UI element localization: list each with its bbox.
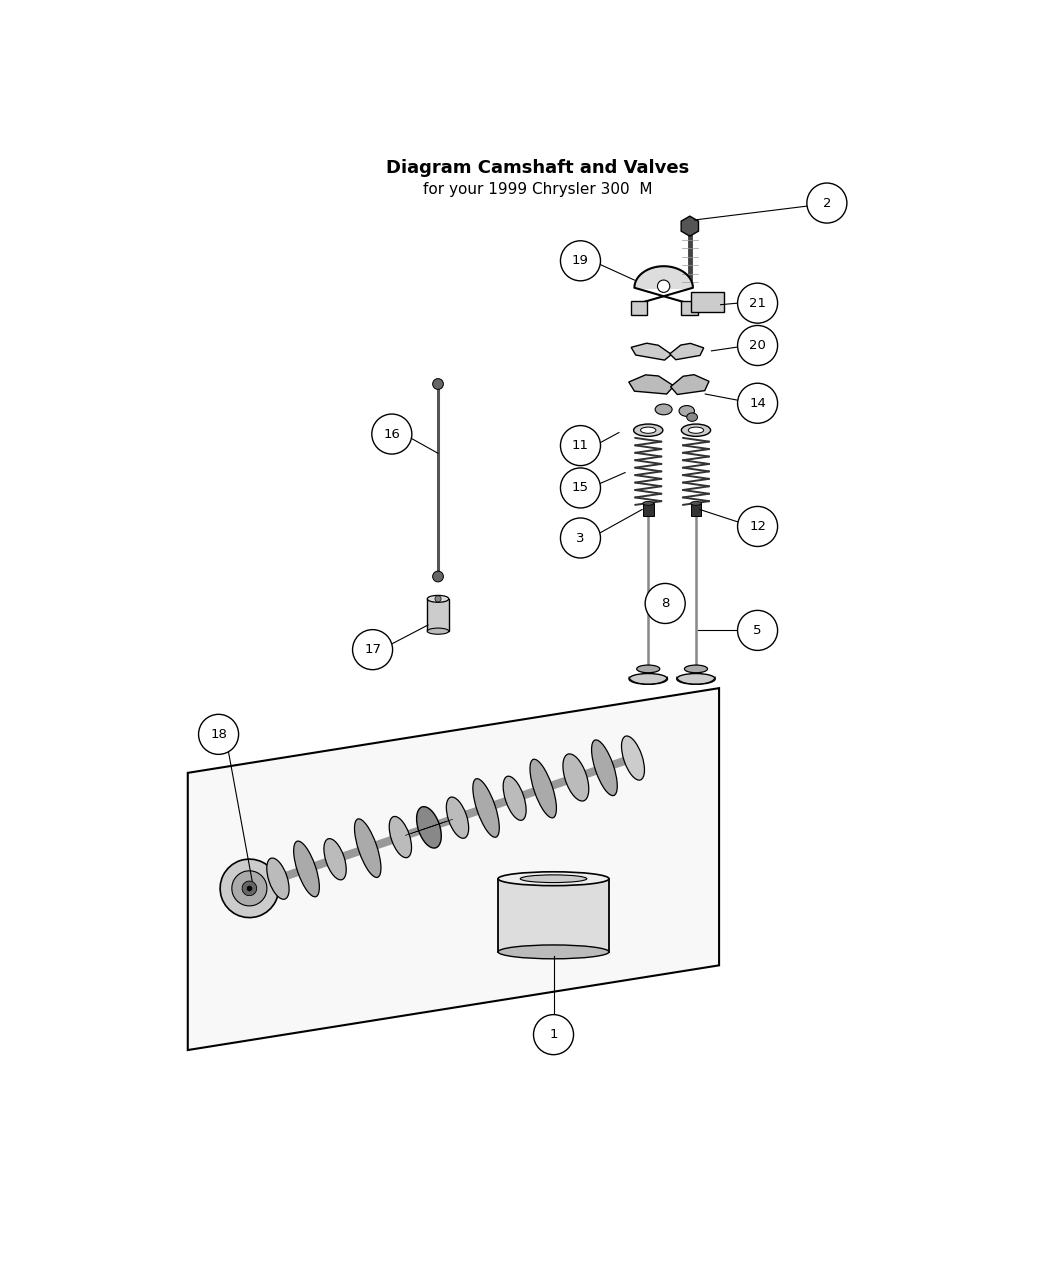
Circle shape xyxy=(645,584,686,623)
Ellipse shape xyxy=(267,858,289,899)
Text: 17: 17 xyxy=(364,643,381,657)
Text: 1: 1 xyxy=(549,1028,558,1042)
Ellipse shape xyxy=(427,629,448,634)
Ellipse shape xyxy=(691,501,701,505)
Circle shape xyxy=(737,384,778,423)
Circle shape xyxy=(533,1015,573,1054)
Circle shape xyxy=(737,325,778,366)
Ellipse shape xyxy=(498,945,609,959)
Text: 3: 3 xyxy=(576,532,585,544)
Polygon shape xyxy=(629,375,674,394)
Ellipse shape xyxy=(417,807,441,848)
Ellipse shape xyxy=(446,797,468,838)
FancyBboxPatch shape xyxy=(427,599,448,631)
FancyBboxPatch shape xyxy=(681,301,698,315)
Text: 16: 16 xyxy=(383,427,400,441)
Ellipse shape xyxy=(563,754,589,801)
FancyBboxPatch shape xyxy=(498,878,609,952)
Polygon shape xyxy=(631,343,672,360)
Ellipse shape xyxy=(243,881,256,895)
Circle shape xyxy=(657,280,670,292)
Ellipse shape xyxy=(220,859,278,918)
Text: 2: 2 xyxy=(822,196,832,209)
Ellipse shape xyxy=(685,666,708,673)
Polygon shape xyxy=(188,688,719,1051)
Ellipse shape xyxy=(633,425,663,436)
Circle shape xyxy=(433,571,443,581)
Ellipse shape xyxy=(591,740,617,796)
Text: 14: 14 xyxy=(749,397,766,409)
Circle shape xyxy=(737,506,778,547)
Ellipse shape xyxy=(323,839,346,880)
Ellipse shape xyxy=(629,673,668,685)
Ellipse shape xyxy=(681,425,711,436)
Ellipse shape xyxy=(472,779,500,838)
Text: 19: 19 xyxy=(572,254,589,268)
Circle shape xyxy=(433,379,443,389)
FancyBboxPatch shape xyxy=(691,504,701,515)
Ellipse shape xyxy=(679,405,694,417)
Text: 18: 18 xyxy=(210,728,227,741)
Text: 21: 21 xyxy=(749,297,766,310)
Circle shape xyxy=(561,426,601,465)
Ellipse shape xyxy=(232,871,267,907)
Circle shape xyxy=(561,518,601,558)
Ellipse shape xyxy=(689,427,704,434)
Circle shape xyxy=(372,414,412,454)
Text: 15: 15 xyxy=(572,482,589,495)
Ellipse shape xyxy=(390,816,412,858)
Circle shape xyxy=(435,595,441,602)
Ellipse shape xyxy=(640,427,656,434)
Ellipse shape xyxy=(643,501,653,505)
Polygon shape xyxy=(670,343,704,360)
Ellipse shape xyxy=(498,872,609,886)
Ellipse shape xyxy=(677,673,715,685)
Ellipse shape xyxy=(355,819,381,877)
FancyBboxPatch shape xyxy=(691,292,724,312)
Ellipse shape xyxy=(503,776,526,820)
Ellipse shape xyxy=(655,404,672,414)
Text: 8: 8 xyxy=(662,597,669,609)
Ellipse shape xyxy=(622,736,645,780)
FancyBboxPatch shape xyxy=(643,504,653,515)
Circle shape xyxy=(561,468,601,507)
Circle shape xyxy=(737,611,778,650)
Text: 12: 12 xyxy=(749,520,766,533)
Text: 11: 11 xyxy=(572,439,589,453)
Ellipse shape xyxy=(294,842,319,896)
Text: 20: 20 xyxy=(749,339,766,352)
Ellipse shape xyxy=(520,875,587,882)
Text: 5: 5 xyxy=(753,623,762,638)
Ellipse shape xyxy=(530,759,556,817)
Circle shape xyxy=(806,184,847,223)
Ellipse shape xyxy=(687,413,697,421)
FancyBboxPatch shape xyxy=(630,301,648,315)
Circle shape xyxy=(737,283,778,323)
Ellipse shape xyxy=(636,666,659,673)
Ellipse shape xyxy=(427,595,448,602)
Circle shape xyxy=(561,241,601,280)
Text: Diagram Camshaft and Valves: Diagram Camshaft and Valves xyxy=(386,159,690,177)
Circle shape xyxy=(198,714,238,755)
Text: for your 1999 Chrysler 300  M: for your 1999 Chrysler 300 M xyxy=(423,182,653,196)
Polygon shape xyxy=(671,375,709,394)
Circle shape xyxy=(353,630,393,669)
